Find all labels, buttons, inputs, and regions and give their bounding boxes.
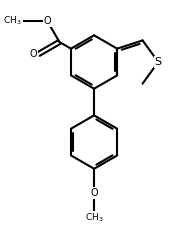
Text: S: S xyxy=(155,57,162,67)
Text: O: O xyxy=(90,188,98,198)
Text: CH$_3$: CH$_3$ xyxy=(3,15,22,27)
Text: CH$_3$: CH$_3$ xyxy=(85,212,103,224)
Text: O: O xyxy=(44,16,51,26)
Text: O: O xyxy=(30,49,37,59)
